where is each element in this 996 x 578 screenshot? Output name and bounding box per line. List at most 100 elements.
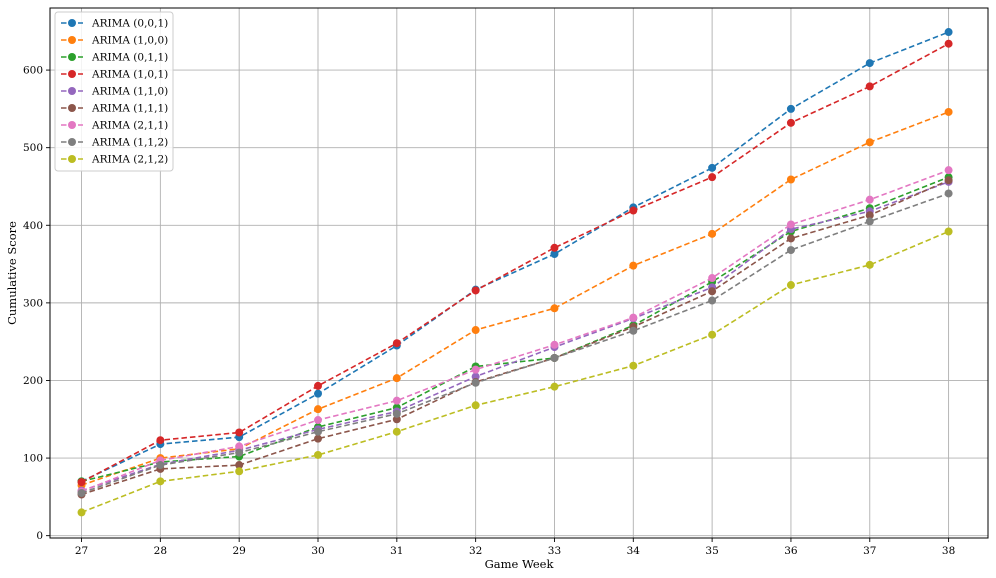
data-point — [786, 118, 795, 127]
data-point — [865, 217, 874, 226]
legend-item: ARIMA (1,1,2) — [61, 137, 168, 149]
legend-item: ARIMA (2,1,1) — [61, 120, 168, 132]
data-point — [629, 361, 638, 370]
y-tick-label: 300 — [23, 297, 43, 309]
data-point — [471, 326, 480, 335]
data-point — [865, 260, 874, 269]
data-point — [944, 107, 953, 116]
data-point — [786, 246, 795, 255]
data-point — [786, 234, 795, 243]
legend-item: ARIMA (1,1,0) — [61, 86, 168, 98]
data-point — [235, 467, 244, 476]
y-tick-label: 600 — [23, 65, 43, 77]
data-point — [77, 488, 86, 497]
data-point — [314, 405, 322, 414]
y-tick-label: 500 — [23, 142, 43, 154]
data-point — [629, 313, 638, 322]
series-9 — [77, 227, 953, 517]
data-point — [629, 326, 638, 335]
data-point — [314, 389, 322, 398]
data-point — [550, 353, 559, 362]
x-tick-label: 36 — [784, 545, 798, 557]
grid-lines — [50, 8, 988, 538]
data-point — [314, 434, 322, 443]
data-point — [865, 59, 874, 68]
data-point — [944, 176, 953, 185]
legend: ARIMA (0,0,1) ARIMA (1,0,0) ARIMA (0,1,1) A… — [54, 11, 174, 172]
data-point — [786, 281, 795, 290]
legend-item: ARIMA (2,1,2) — [61, 154, 168, 166]
data-point — [392, 409, 401, 418]
legend-label: ARIMA (1,1,1) — [91, 103, 168, 115]
data-point — [708, 330, 717, 339]
y-tick-label: 200 — [23, 375, 43, 387]
data-point — [235, 461, 244, 470]
legend-label: ARIMA (2,1,1) — [91, 120, 168, 132]
legend-label: ARIMA (2,1,2) — [91, 154, 168, 166]
legend-label: ARIMA (0,1,1) — [91, 52, 168, 64]
data-point — [944, 28, 953, 37]
series-line — [81, 42, 949, 483]
legend-marker — [68, 138, 76, 146]
data-point — [77, 508, 86, 517]
series-line — [81, 169, 949, 493]
data-point — [471, 286, 480, 295]
data-point — [944, 227, 953, 236]
y-axis-ticks: 0 100 200 300 400 500 600 — [23, 65, 50, 542]
x-tick-label: 35 — [705, 545, 718, 557]
series-8 — [77, 189, 953, 497]
data-point — [629, 261, 638, 270]
x-tick-label: 32 — [469, 545, 482, 557]
legend-item: ARIMA (0,0,1) — [61, 18, 168, 30]
data-point — [77, 478, 86, 487]
data-point — [550, 249, 559, 258]
series-4 — [77, 39, 953, 487]
data-point — [550, 243, 559, 252]
data-point — [708, 296, 717, 305]
data-point — [865, 195, 874, 204]
x-tick-label: 27 — [75, 545, 88, 557]
data-point — [865, 138, 874, 147]
legend-item: ARIMA (0,1,1) — [61, 52, 168, 64]
data-point — [786, 220, 795, 229]
legend-marker — [68, 104, 76, 112]
data-point — [550, 304, 559, 313]
data-point — [629, 206, 638, 215]
data-point — [235, 448, 244, 457]
legend-label: ARIMA (1,1,0) — [91, 86, 168, 98]
plot-area-frame — [49, 7, 989, 539]
data-point — [550, 382, 559, 391]
x-axis-ticks: 27 28 29 30 31 32 33 34 35 36 37 38 — [75, 538, 955, 557]
data-point — [944, 189, 953, 198]
legend-marker — [68, 19, 76, 27]
data-point — [471, 378, 480, 387]
data-point — [471, 401, 480, 410]
y-tick-label: 400 — [23, 220, 43, 232]
legend-marker — [68, 70, 76, 78]
data-point — [786, 175, 795, 184]
data-point — [392, 427, 401, 436]
legend-item: ARIMA (1,0,1) — [61, 69, 168, 81]
data-point — [392, 339, 401, 348]
legend-marker — [68, 155, 76, 163]
data-point — [314, 427, 322, 436]
y-axis-title: Cumulative Score — [5, 221, 19, 325]
data-point — [156, 477, 165, 486]
x-tick-label: 30 — [311, 545, 324, 557]
data-point — [392, 374, 401, 383]
series-line — [81, 192, 949, 494]
data-point — [944, 39, 953, 48]
data-point — [314, 416, 322, 425]
data-point — [156, 461, 165, 470]
legend-marker — [68, 87, 76, 95]
legend-label: ARIMA (1,0,1) — [91, 69, 168, 81]
x-tick-label: 29 — [232, 545, 245, 557]
data-point — [786, 104, 795, 113]
legend-label: ARIMA (1,0,0) — [91, 35, 168, 47]
legend-marker — [68, 53, 76, 61]
x-tick-label: 37 — [863, 545, 876, 557]
data-point — [392, 396, 401, 405]
data-point — [708, 229, 717, 238]
y-tick-label: 100 — [23, 453, 43, 465]
